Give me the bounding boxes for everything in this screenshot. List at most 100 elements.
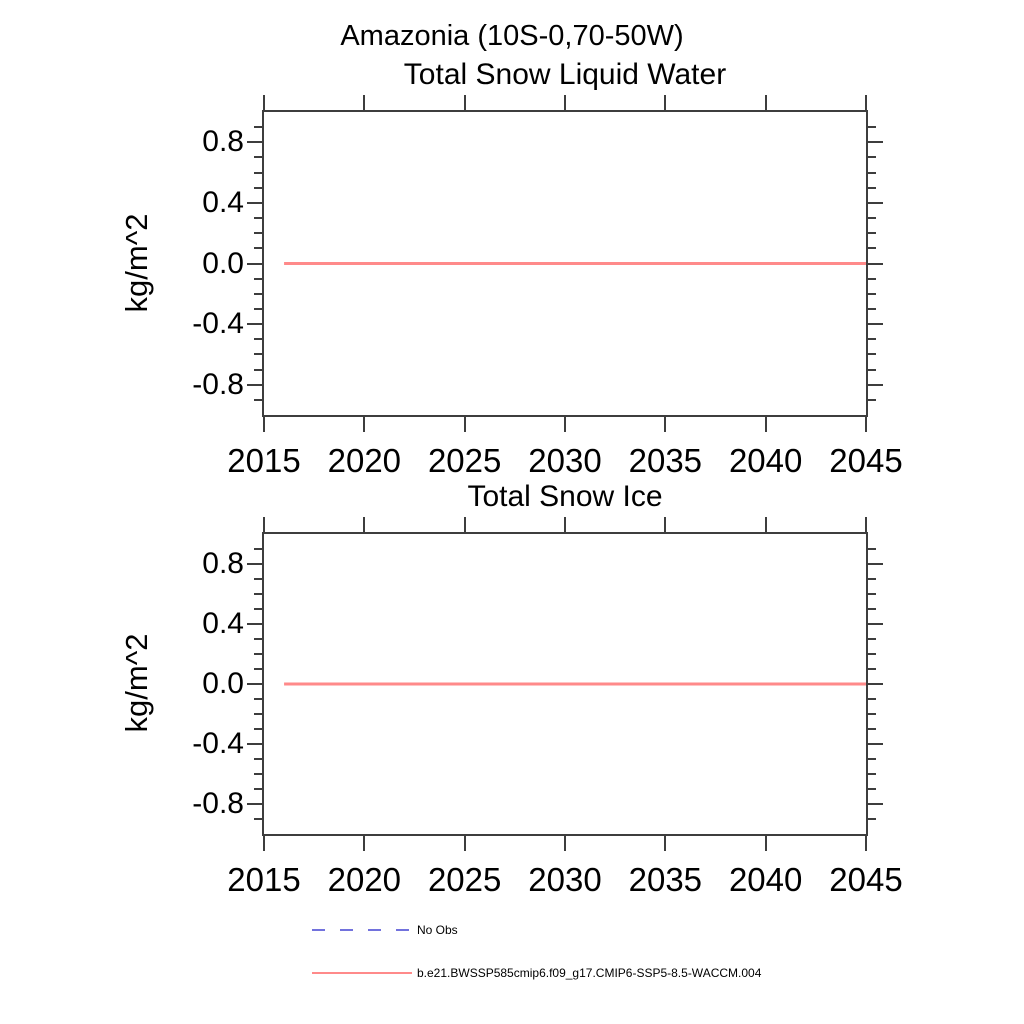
x-tick-label: 2045 (829, 442, 903, 479)
y-tick-minor-left (254, 713, 262, 715)
chart-title: Total Snow Liquid Water (403, 58, 727, 91)
y-tick-minor-right (868, 728, 876, 730)
plot-area: 2015 2020 2025 2030 2035 2040 2045 0.8 0.4 0.0 -0.… (192, 517, 903, 896)
x-tick-major-bottom (263, 417, 265, 432)
x-tick-label: 2040 (728, 442, 803, 479)
y-tick-minor-right (868, 232, 876, 235)
x-tick-major-bottom (865, 417, 867, 432)
y-tick-minor-left (254, 353, 262, 356)
y-tick-minor-left (254, 653, 262, 655)
y-tick-minor-right (868, 217, 876, 220)
x-tick-major-top (564, 517, 566, 532)
y-tick-minor-left (254, 578, 262, 580)
y-tick-label: 0.4 (202, 607, 244, 640)
y-tick-minor-left (254, 247, 262, 250)
y-tick-minor-left (254, 398, 262, 401)
y-tick-minor-right (868, 653, 876, 655)
y-tick-minor-left (254, 368, 262, 371)
y-tick-minor-right (868, 126, 876, 129)
x-tick-major-top (263, 517, 265, 532)
y-tick-minor-left (254, 698, 262, 700)
x-tick-major-top (664, 95, 667, 110)
y-tick-minor-right (868, 713, 876, 715)
x-tick-label: 2015 (227, 861, 301, 898)
y-tick-major-right (868, 803, 883, 805)
x-tick-major-top (263, 95, 265, 110)
x-tick-label: 2030 (528, 861, 602, 898)
legend: No Obs b.e21.BWSSP585cmip6.f09_g17.CMIP6-… (312, 920, 761, 1006)
x-tick-label: 2030 (528, 442, 602, 479)
y-tick-minor-right (868, 578, 876, 580)
x-tick-major-bottom (664, 417, 667, 432)
y-tick-label: 0.8 (202, 547, 244, 580)
x-tick-label: 2035 (628, 442, 703, 479)
y-tick-label: -0.4 (192, 307, 244, 341)
y-tick-minor-left (254, 186, 262, 189)
y-tick-minor-right (868, 593, 876, 595)
y-tick-minor-left (254, 638, 262, 640)
no-obs-line-sample (312, 929, 412, 931)
x-tick-major-top (363, 95, 366, 110)
y-tick-minor-left (254, 171, 262, 174)
y-tick-minor-right (868, 638, 876, 640)
y-tick-minor-right (868, 338, 876, 341)
y-tick-minor-left (254, 217, 262, 220)
x-tick-major-bottom (865, 836, 867, 851)
x-tick-major-top (463, 95, 466, 110)
x-tick-label: 2025 (427, 861, 502, 898)
y-tick-minor-left (254, 788, 262, 790)
x-tick-major-bottom (564, 836, 566, 851)
y-tick-major-left (247, 262, 262, 265)
y-tick-minor-left (254, 292, 262, 295)
x-tick-major-top (463, 517, 466, 532)
x-tick-label: 2020 (327, 861, 402, 898)
y-tick-minor-left (254, 728, 262, 730)
x-tick-major-bottom (564, 417, 566, 432)
y-tick-major-right (868, 743, 883, 745)
y-tick-minor-right (868, 608, 876, 610)
x-tick-major-top (865, 95, 867, 110)
model-line-sample (312, 972, 412, 974)
y-tick-major-left (247, 383, 262, 386)
y-tick-minor-left (254, 277, 262, 280)
y-tick-minor-right (868, 186, 876, 189)
x-tick-major-bottom (764, 836, 767, 851)
y-tick-minor-left (254, 307, 262, 310)
y-tick-minor-left (254, 232, 262, 235)
x-tick-major-top (865, 517, 867, 532)
x-tick-label: 2015 (227, 442, 301, 479)
y-tick-label: 0.0 (202, 667, 244, 700)
y-tick-minor-left (254, 818, 262, 820)
y-tick-major-right (868, 323, 883, 326)
x-tick-major-bottom (363, 836, 366, 851)
y-tick-major-right (868, 383, 883, 386)
y-tick-minor-right (868, 368, 876, 371)
y-tick-minor-right (868, 277, 876, 280)
y-tick-label: -0.4 (192, 727, 244, 760)
x-tick-label: 2040 (728, 861, 803, 898)
x-tick-label: 2045 (829, 861, 903, 898)
y-tick-major-left (247, 563, 262, 565)
y-tick-label: 0.0 (202, 246, 244, 280)
y-tick-minor-left (254, 608, 262, 610)
legend-item: b.e21.BWSSP585cmip6.f09_g17.CMIP6-SSP5-8… (312, 963, 761, 983)
y-tick-minor-right (868, 668, 876, 670)
y-tick-minor-left (254, 758, 262, 760)
y-tick-label: -0.8 (192, 367, 244, 401)
y-tick-label: 0.4 (202, 185, 244, 219)
x-tick-major-top (564, 95, 566, 110)
y-tick-minor-right (868, 788, 876, 790)
y-tick-minor-left (254, 593, 262, 595)
y-tick-major-right (868, 141, 883, 144)
y-tick-major-left (247, 323, 262, 326)
y-tick-minor-right (868, 353, 876, 356)
x-tick-major-bottom (764, 417, 767, 432)
x-tick-major-bottom (664, 836, 667, 851)
y-tick-minor-left (254, 338, 262, 341)
y-tick-major-left (247, 141, 262, 144)
figure-title: Amazonia (10S-0,70-50W) (340, 20, 684, 52)
y-tick-minor-left (254, 773, 262, 775)
legend-item: No Obs (312, 920, 761, 940)
y-tick-major-left (247, 683, 262, 685)
